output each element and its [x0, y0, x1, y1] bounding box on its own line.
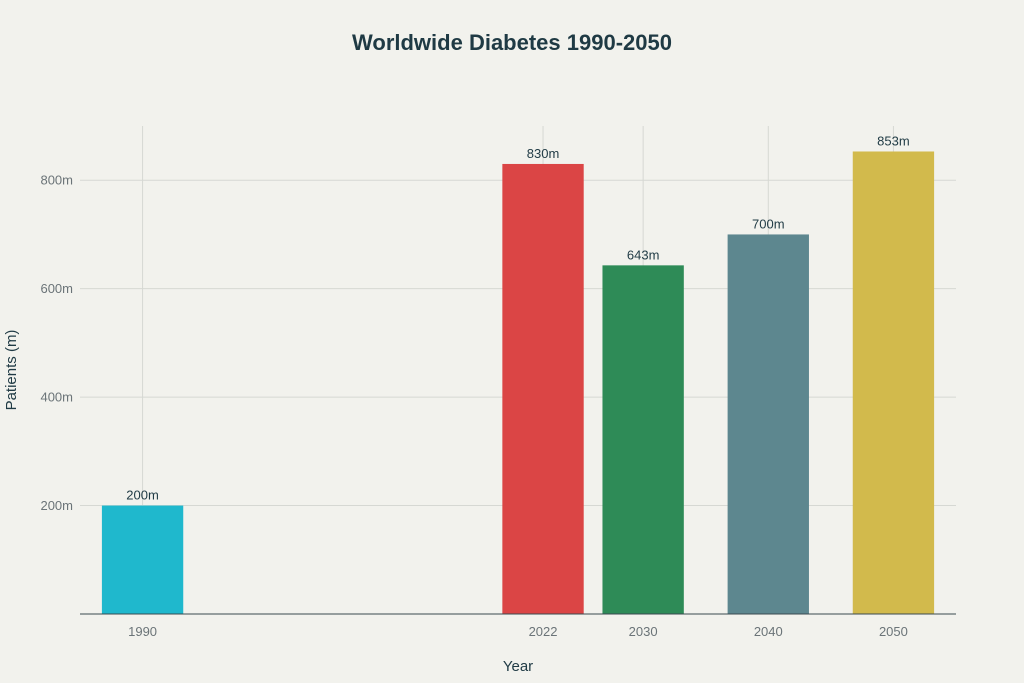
- y-tick-label: 400m: [40, 390, 73, 405]
- bar-2022: [502, 163, 584, 614]
- data-label-2040: 700m: [752, 216, 785, 231]
- x-tick-label-2040: 2040: [754, 624, 783, 639]
- data-label-2022: 830m: [527, 146, 560, 161]
- bar-2050: [852, 151, 935, 615]
- bar-1990: [101, 505, 184, 614]
- x-tick-label-2030: 2030: [629, 624, 658, 639]
- y-tick-label: 600m: [40, 281, 73, 296]
- ticks-layer: 200m 400m 600m 800m 1990 2022 2030 2040 2050: [40, 173, 907, 639]
- bar-2030: [602, 265, 684, 614]
- x-tick-label-2022: 2022: [529, 624, 558, 639]
- y-axis-title: Patients (m): [3, 330, 20, 411]
- y-tick-label: 800m: [40, 173, 73, 188]
- data-label-1990: 200m: [126, 488, 159, 503]
- bar-2040: [727, 234, 809, 614]
- y-tick-label: 200m: [40, 498, 73, 513]
- chart-title: Worldwide Diabetes 1990-2050: [352, 30, 672, 55]
- x-axis-title: Year: [503, 658, 533, 675]
- data-labels-layer: 200m 830m 643m 700m 853m: [126, 133, 909, 502]
- data-label-2030: 643m: [627, 247, 660, 262]
- x-tick-label-2050: 2050: [879, 624, 908, 639]
- x-tick-label-1990: 1990: [128, 624, 157, 639]
- data-label-2050: 853m: [877, 133, 910, 148]
- bars-layer: [101, 151, 935, 615]
